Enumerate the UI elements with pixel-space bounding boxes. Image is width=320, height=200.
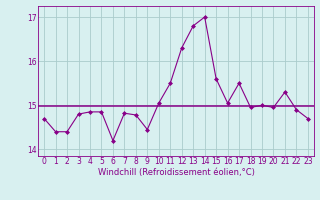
- X-axis label: Windchill (Refroidissement éolien,°C): Windchill (Refroidissement éolien,°C): [98, 168, 254, 177]
